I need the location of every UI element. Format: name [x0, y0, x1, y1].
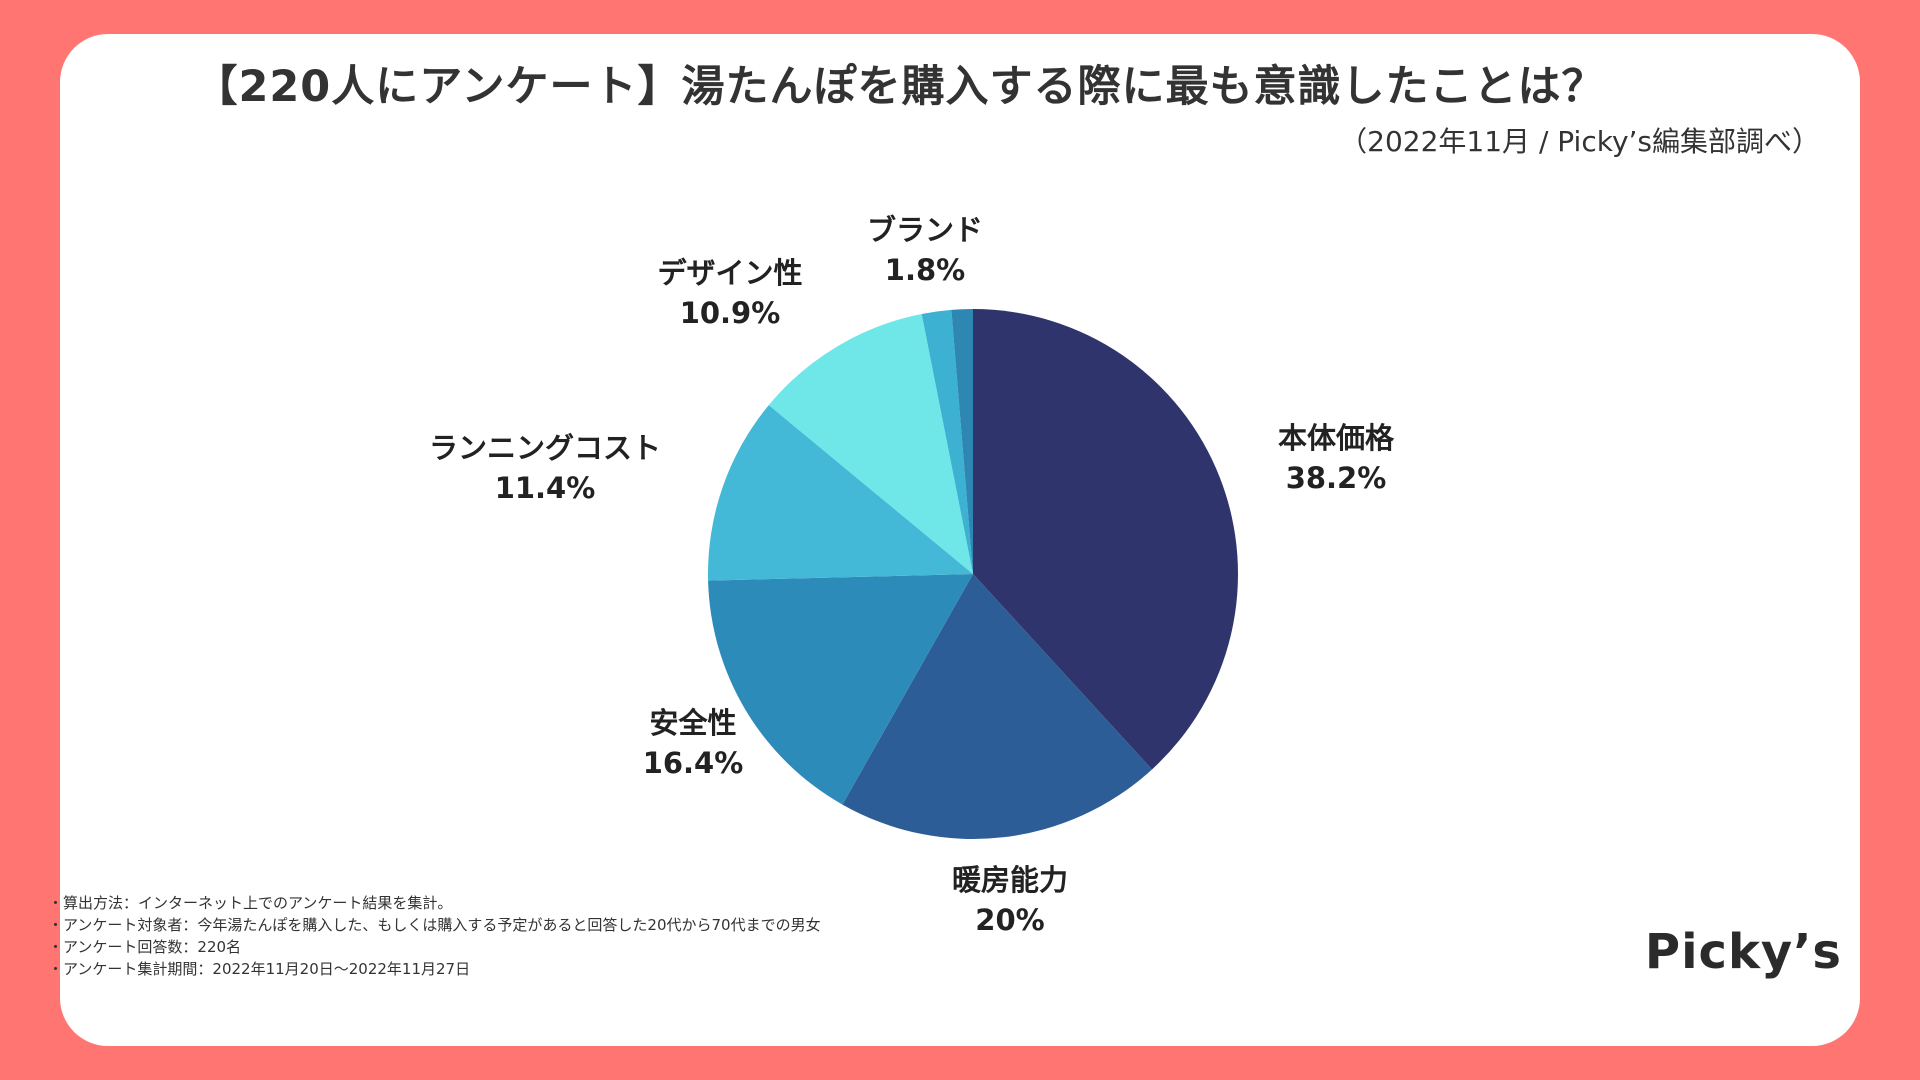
slice-value-label: 10.9% — [680, 296, 781, 330]
survey-notes: ・算出方法：インターネット上でのアンケート結果を集計。 ・アンケート対象者：今年… — [48, 892, 821, 980]
slice-value-label: 11.4% — [495, 471, 596, 505]
pie-slice-5 — [768, 314, 973, 574]
note-period: ・アンケート集計期間：2022年11月20日〜2022年11月27日 — [48, 960, 471, 978]
slice-label: ランニングコスト — [429, 431, 661, 465]
pie-slice-4 — [708, 405, 973, 581]
brand-logo: Picky’s — [1644, 924, 1842, 980]
slice-label: デザイン性 — [657, 256, 802, 290]
slice-value-label: 16.4% — [643, 746, 744, 780]
pie-slice-3 — [708, 574, 973, 805]
note-target: ・アンケート対象者：今年湯たんぽを購入した、もしくは購入する予定があると回答した… — [48, 916, 821, 934]
slice-value-label: 38.2% — [1286, 461, 1387, 495]
note-method: ・算出方法：インターネット上でのアンケート結果を集計。 — [48, 894, 453, 912]
pie-slice-other — [951, 309, 973, 574]
slice-value-label: 1.8% — [885, 253, 965, 287]
pie-slice-2 — [842, 574, 1152, 839]
slice-value-label: 20% — [975, 903, 1044, 937]
chart-title: 【220人にアンケート】湯たんぽを購入する際に最も意識したことは？ — [194, 62, 1606, 112]
slice-label: 暖房能力 — [952, 863, 1068, 897]
chart-subtitle: （2022年11月 / Picky’s編集部調べ） — [1339, 125, 1820, 158]
slice-label: 本体価格 — [1278, 421, 1395, 455]
pie-slice-1 — [973, 309, 1238, 770]
pie-slice-6 — [921, 309, 973, 574]
slice-label: 安全性 — [649, 706, 736, 740]
slice-label: ブランド — [867, 213, 983, 247]
note-count: ・アンケート回答数：220名 — [48, 938, 242, 956]
